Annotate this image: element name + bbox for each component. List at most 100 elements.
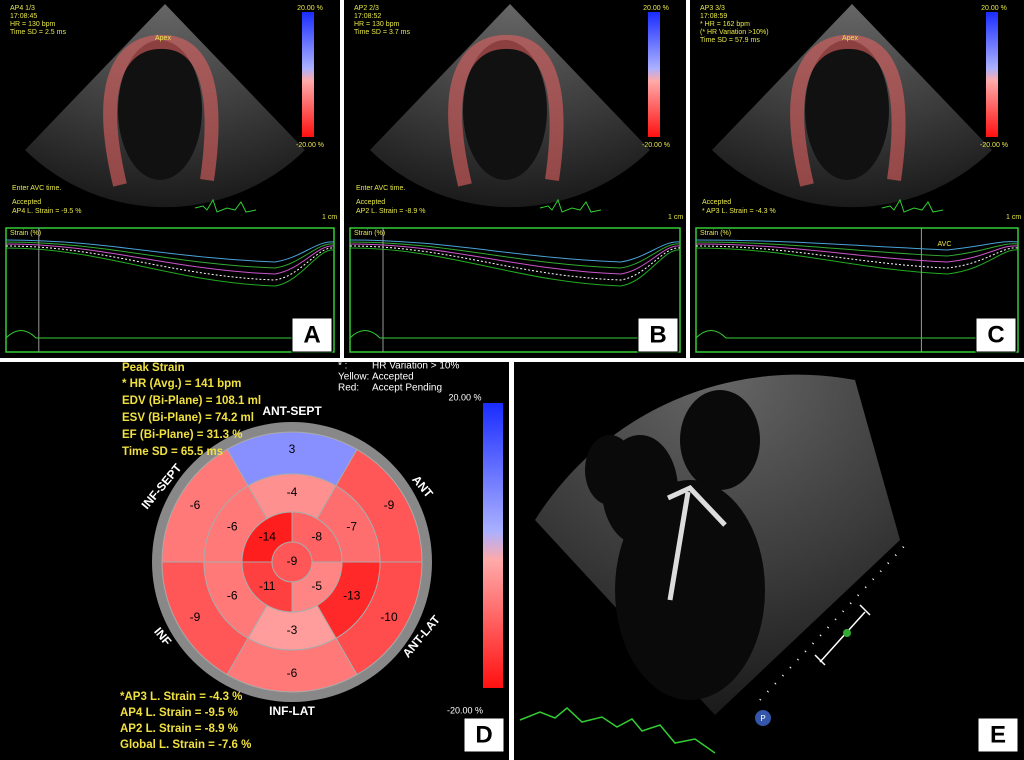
myocardium-strain [790, 34, 906, 187]
ventricle-cavity [805, 40, 889, 180]
scale-min: -20.00 % [447, 705, 483, 715]
ecg-trace [539, 198, 602, 213]
strain-plot-box [695, 227, 1019, 353]
header-line: HR = 130 bpm [354, 21, 399, 28]
panel-letter-box [977, 717, 1019, 753]
strain-curve [695, 239, 1019, 251]
scale-max: 20.00 % [448, 392, 481, 402]
strain-curve [695, 247, 1019, 275]
myocardium-strain [103, 34, 219, 187]
segment-value: -9 [190, 610, 201, 624]
segment-value: -13 [343, 589, 361, 603]
bullseye-segment [271, 541, 313, 583]
valve [666, 484, 727, 601]
myocardium-strain [448, 34, 564, 187]
info-line: ESV (Bi-Plane) = 74.2 ml [122, 412, 254, 424]
strain-curve [349, 247, 681, 287]
scale-min: -20.00 % [980, 142, 1008, 149]
segment-value: -10 [380, 610, 398, 624]
info-line: EF (Bi-Plane) = 31.3 % [122, 429, 242, 441]
segment-value: 3 [289, 442, 296, 456]
header-line: HR = 130 bpm [10, 21, 55, 28]
header-line: 17:08:45 [10, 13, 37, 20]
avc-marker: AVC [938, 241, 952, 248]
legend-key: Yellow: [338, 372, 369, 383]
panel-letter-box [975, 317, 1017, 353]
legend-key: * : [338, 361, 347, 372]
panel-letter: B [649, 321, 666, 348]
strain-result: AP4 L. Strain = -9.5 % [120, 707, 238, 719]
plot-label: Strain (%) [700, 230, 731, 237]
legend-text: Accept Pending [372, 383, 442, 394]
segment-value: -6 [287, 666, 298, 680]
strain-curve [5, 245, 335, 281]
strain-curve [5, 243, 335, 275]
header-line: (* HR Variation >10%) [700, 29, 769, 36]
legend-text: HR Variation > 10% [372, 361, 459, 372]
segment-value: -4 [287, 485, 298, 499]
strain-curve [5, 239, 335, 263]
segment-value: -6 [227, 520, 238, 534]
scale-cm: 1 cm [322, 214, 337, 221]
segment-value: -6 [227, 589, 238, 603]
strain-result: AP2 L. Strain = -8.9 % [356, 208, 425, 215]
segment-value: -7 [346, 520, 357, 534]
status: Accepted [356, 199, 385, 206]
strain-plot-box [5, 227, 335, 353]
strain-result: *AP3 L. Strain = -4.3 % [120, 691, 242, 703]
segment-value: -9 [287, 554, 298, 568]
strain-curve [695, 243, 1019, 263]
ventricle-cavity [463, 40, 547, 180]
color-scale [986, 12, 998, 137]
header-line: 17:08:59 [700, 13, 727, 20]
header-line: Time SD = 57.9 ms [700, 37, 760, 44]
segment-value: -3 [287, 623, 298, 637]
info-line: EDV (Bi-Plane) = 108.1 ml [122, 395, 261, 407]
legend-text: Accepted [372, 372, 414, 383]
strain-curve [5, 241, 335, 269]
ecg-trace [194, 198, 257, 213]
segment-value: -9 [384, 498, 395, 512]
color-scale [483, 403, 503, 688]
panel-letter: C [987, 321, 1004, 348]
avc-prompt: Enter AVC time. [12, 185, 61, 192]
apex-label: Apex [155, 35, 171, 42]
ventricle-cavity [118, 40, 202, 180]
strain-curve [5, 247, 335, 287]
header-line: Time SD = 2.5 ms [10, 29, 66, 36]
caliper [814, 604, 871, 666]
strain-plot-box [349, 227, 681, 353]
strain-curve [695, 245, 1019, 269]
color-scale [648, 12, 660, 137]
probe-marker-label: P [760, 714, 765, 723]
segment-value: -6 [190, 498, 201, 512]
strain-result: * AP3 L. Strain = -4.3 % [702, 208, 776, 215]
plot-label: Strain (%) [10, 230, 41, 237]
panel-letter: D [475, 721, 492, 748]
scale-min: -20.00 % [296, 142, 324, 149]
ecg-trace [519, 707, 716, 754]
strain-curve [349, 239, 681, 263]
header-line: AP3 3/3 [700, 5, 725, 12]
panel-letter-box [463, 717, 505, 753]
color-scale [302, 12, 314, 137]
caliper-dot [843, 629, 851, 637]
panel-letter: A [303, 321, 320, 348]
heart-chamber [680, 390, 760, 490]
segment-value: -5 [311, 579, 322, 593]
ecg-trace [349, 330, 665, 339]
apex-label: Apex [842, 35, 858, 42]
strain-result: Global L. Strain = -7.6 % [120, 739, 251, 751]
scale-cm: 1 cm [1006, 214, 1021, 221]
strain-curve [349, 245, 681, 281]
ecg-trace [881, 198, 944, 213]
header-line: 17:08:52 [354, 13, 381, 20]
info-line: * HR (Avg.) = 141 bpm [122, 378, 241, 390]
legend-key: Red: [338, 383, 359, 394]
header-line: Time SD = 3.7 ms [354, 29, 410, 36]
avc-prompt: Enter AVC time. [356, 185, 405, 192]
wall-label: INF-LAT [269, 704, 315, 718]
strain-curve [695, 241, 1019, 257]
heart-chamber [585, 435, 635, 505]
